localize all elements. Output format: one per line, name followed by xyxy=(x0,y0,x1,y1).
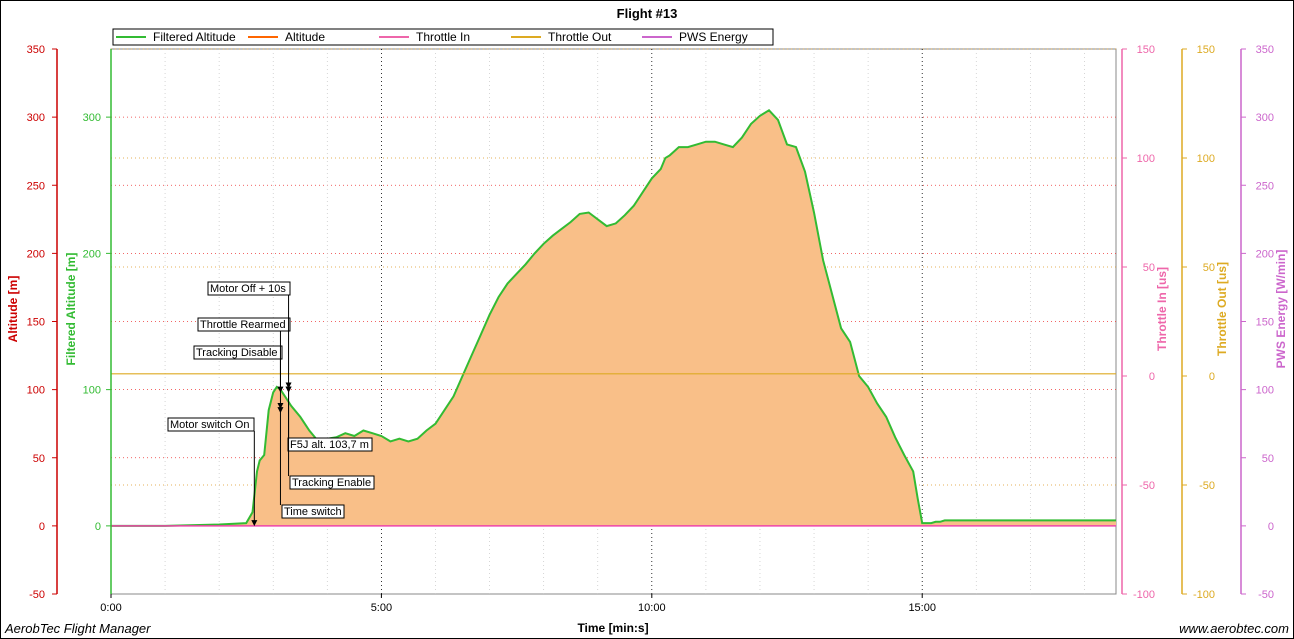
x-tick-label: 15:00 xyxy=(908,602,936,614)
y-tick-label-altitude: 100 xyxy=(27,385,45,397)
y-tick-label-throttle_in: -50 xyxy=(1139,480,1155,492)
y-tick-label-filtered: 0 xyxy=(95,521,101,533)
y-tick-label-throttle_out: 0 xyxy=(1209,371,1215,383)
annotation-box xyxy=(207,281,291,296)
annotation-marker xyxy=(277,386,284,393)
y-tick-label-throttle_in: 50 xyxy=(1143,262,1155,274)
y-axis-label-pws: PWS Energy [W/min] xyxy=(1274,250,1288,369)
annotation-box xyxy=(193,345,283,360)
y-tick-label-altitude: 300 xyxy=(27,112,45,124)
y-tick-label-pws: 250 xyxy=(1256,180,1274,192)
legend-item: Throttle In xyxy=(416,30,470,44)
y-axis-label-filtered: Filtered Altitude [m] xyxy=(64,253,78,366)
y-tick-label-pws: 150 xyxy=(1256,317,1274,329)
x-axis-label: Time [min:s] xyxy=(577,621,648,635)
annotation-box xyxy=(197,317,291,332)
y-tick-label-pws: 50 xyxy=(1262,453,1274,465)
annotation-marker xyxy=(285,382,292,389)
annotation-label: Time switch xyxy=(284,506,342,518)
y-tick-label-pws: 300 xyxy=(1256,112,1274,124)
y-tick-label-pws: 0 xyxy=(1268,521,1274,533)
y-tick-label-altitude: 150 xyxy=(27,317,45,329)
filtered-altitude-line xyxy=(111,109,1116,527)
y-tick-label-altitude: -50 xyxy=(29,589,45,601)
legend-box xyxy=(112,28,774,46)
y-tick-label-pws: -50 xyxy=(1258,589,1274,601)
y-tick-label-filtered: 100 xyxy=(83,385,101,397)
y-tick-label-throttle_out: -100 xyxy=(1193,589,1215,601)
y-tick-label-filtered: 200 xyxy=(83,248,101,260)
annotation-box xyxy=(287,437,373,452)
annotation-marker xyxy=(277,402,284,409)
y-axis-label-throttle_out: Throttle Out [us] xyxy=(1215,262,1229,356)
y-tick-label-filtered: 300 xyxy=(83,112,101,124)
annotation-box xyxy=(289,475,375,490)
x-tick-label: 5:00 xyxy=(371,602,392,614)
y-tick-label-altitude: 250 xyxy=(27,180,45,192)
annotation-label: Motor Off + 10s xyxy=(210,283,286,295)
website-link[interactable]: www.aerobtec.com xyxy=(1179,621,1289,636)
legend-item: PWS Energy xyxy=(679,30,748,44)
annotation-marker xyxy=(251,520,258,527)
y-tick-label-throttle_in: -100 xyxy=(1133,589,1155,601)
y-tick-label-throttle_in: 100 xyxy=(1137,153,1155,165)
y-tick-label-pws: 350 xyxy=(1256,44,1274,56)
y-tick-label-throttle_in: 150 xyxy=(1137,44,1155,56)
y-axis-label-throttle_in: Throttle In [us] xyxy=(1155,267,1169,351)
annotation-label: Tracking Enable xyxy=(292,477,371,489)
legend-item: Throttle Out xyxy=(548,30,612,44)
annotation-marker xyxy=(285,386,292,393)
legend-item: Altitude xyxy=(285,30,325,44)
altitude-area xyxy=(111,110,1116,526)
y-tick-label-throttle_in: 0 xyxy=(1149,371,1155,383)
legend-item: Filtered Altitude xyxy=(153,30,236,44)
annotation-label: F5J alt. 103,7 m xyxy=(290,439,369,451)
annotation-label: Throttle Rearmed xyxy=(200,319,286,331)
chart-title: Flight #13 xyxy=(617,6,678,21)
annotation-box xyxy=(281,504,345,519)
y-tick-label-pws: 200 xyxy=(1256,248,1274,260)
y-axis-label-altitude: Altitude [m] xyxy=(6,276,20,343)
annotation-label: Motor switch On xyxy=(170,419,249,431)
y-tick-label-altitude: 50 xyxy=(33,453,45,465)
annotation-label: Tracking Disable xyxy=(196,347,278,359)
y-tick-label-throttle_out: 50 xyxy=(1203,262,1215,274)
y-tick-label-throttle_out: 100 xyxy=(1197,153,1215,165)
annotation-box xyxy=(167,417,255,432)
y-tick-label-altitude: 200 xyxy=(27,248,45,260)
x-tick-label: 0:00 xyxy=(100,602,121,614)
y-tick-label-pws: 100 xyxy=(1256,385,1274,397)
y-tick-label-throttle_out: -50 xyxy=(1199,480,1215,492)
app-name: AerobTec Flight Manager xyxy=(5,621,151,636)
y-tick-label-altitude: 0 xyxy=(39,521,45,533)
x-tick-label: 10:00 xyxy=(638,602,666,614)
y-tick-label-altitude: 350 xyxy=(27,44,45,56)
y-tick-label-throttle_out: 150 xyxy=(1197,44,1215,56)
